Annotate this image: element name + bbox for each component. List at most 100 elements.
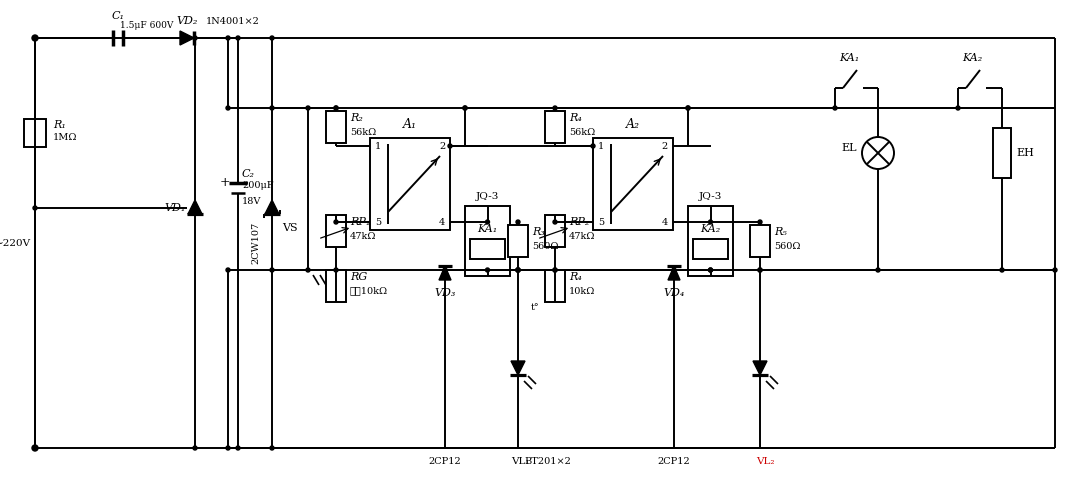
Circle shape <box>226 106 230 110</box>
Polygon shape <box>180 31 194 45</box>
Circle shape <box>485 268 490 272</box>
Circle shape <box>463 106 467 110</box>
Text: VD₃: VD₃ <box>435 288 456 298</box>
Text: 4: 4 <box>662 217 668 227</box>
Text: 1.5μF 600V: 1.5μF 600V <box>121 21 173 30</box>
Text: t°: t° <box>530 304 539 313</box>
Circle shape <box>32 35 38 41</box>
Text: R₃: R₃ <box>532 227 544 237</box>
Text: KA₂: KA₂ <box>700 224 721 234</box>
Text: 光≦10kΩ: 光≦10kΩ <box>350 286 388 295</box>
Circle shape <box>226 36 230 40</box>
Circle shape <box>833 106 837 110</box>
Circle shape <box>334 106 338 110</box>
Bar <box>750 225 770 257</box>
Text: R₁: R₁ <box>53 120 66 130</box>
Bar <box>326 215 346 247</box>
Text: 2CP12: 2CP12 <box>428 456 462 466</box>
Bar <box>370 138 450 230</box>
Text: 18V: 18V <box>242 196 261 206</box>
Circle shape <box>553 106 557 110</box>
Text: 2CW107: 2CW107 <box>252 222 260 264</box>
Bar <box>688 206 733 276</box>
Circle shape <box>236 36 240 40</box>
Circle shape <box>485 220 490 224</box>
Bar <box>693 239 728 259</box>
Text: 560Ω: 560Ω <box>774 241 801 250</box>
Text: 10kΩ: 10kΩ <box>569 286 595 295</box>
Text: R₅: R₅ <box>774 227 787 237</box>
Text: EL: EL <box>841 143 856 153</box>
Text: 4: 4 <box>439 217 445 227</box>
Circle shape <box>516 268 520 272</box>
Circle shape <box>334 220 338 224</box>
Text: 5: 5 <box>598 217 604 227</box>
Circle shape <box>226 446 230 450</box>
Text: RG: RG <box>350 272 367 282</box>
Text: KA₂: KA₂ <box>962 53 982 63</box>
Circle shape <box>226 268 230 272</box>
Circle shape <box>516 268 520 272</box>
Text: 1MΩ: 1MΩ <box>53 132 77 141</box>
Polygon shape <box>668 266 680 280</box>
Bar <box>546 270 565 302</box>
Text: ~220V: ~220V <box>0 239 31 248</box>
Circle shape <box>758 220 762 224</box>
Circle shape <box>758 268 762 272</box>
Text: R₂: R₂ <box>350 113 363 123</box>
Circle shape <box>1053 268 1057 272</box>
Text: 47kΩ: 47kΩ <box>350 231 377 240</box>
Bar <box>326 270 346 302</box>
Text: VL₂: VL₂ <box>755 457 775 467</box>
Circle shape <box>708 268 712 272</box>
Text: RP₂: RP₂ <box>569 217 590 227</box>
Bar <box>24 119 46 147</box>
Text: C₂: C₂ <box>242 169 255 179</box>
Bar <box>593 138 672 230</box>
Text: VD₁: VD₁ <box>165 203 186 213</box>
Text: VD₄: VD₄ <box>663 288 684 298</box>
Text: 2CP12: 2CP12 <box>657 456 691 466</box>
Text: JQ-3: JQ-3 <box>698 192 722 200</box>
Circle shape <box>33 206 37 210</box>
Circle shape <box>448 144 452 148</box>
Text: R₄: R₄ <box>569 272 582 282</box>
Circle shape <box>306 106 310 110</box>
Text: 560Ω: 560Ω <box>532 241 558 250</box>
Bar <box>470 239 505 259</box>
Bar <box>993 128 1011 178</box>
Text: A₂: A₂ <box>626 118 640 130</box>
Circle shape <box>516 220 520 224</box>
Text: +: + <box>220 175 230 188</box>
Text: C₁: C₁ <box>112 11 125 21</box>
Circle shape <box>708 268 712 272</box>
Bar <box>546 111 565 143</box>
Circle shape <box>270 446 274 450</box>
Circle shape <box>443 268 447 272</box>
Circle shape <box>33 36 37 40</box>
Circle shape <box>708 220 712 224</box>
Circle shape <box>686 106 690 110</box>
Circle shape <box>193 446 197 450</box>
Circle shape <box>1000 268 1004 272</box>
Text: A₁: A₁ <box>404 118 417 130</box>
Circle shape <box>270 106 274 110</box>
Text: R₄: R₄ <box>569 113 582 123</box>
Text: VL₁: VL₁ <box>511 457 529 467</box>
Text: 1N4001×2: 1N4001×2 <box>206 17 260 25</box>
Circle shape <box>32 445 38 451</box>
Circle shape <box>672 268 676 272</box>
Text: BT201×2: BT201×2 <box>525 457 571 467</box>
Text: 1: 1 <box>598 141 604 151</box>
Circle shape <box>236 446 240 450</box>
Text: 2: 2 <box>662 141 668 151</box>
Text: 56kΩ: 56kΩ <box>350 128 377 137</box>
Bar <box>326 111 346 143</box>
Polygon shape <box>188 200 202 214</box>
Text: KA₁: KA₁ <box>478 224 497 234</box>
Text: 47kΩ: 47kΩ <box>569 231 595 240</box>
Circle shape <box>334 268 338 272</box>
Polygon shape <box>265 200 279 214</box>
Circle shape <box>876 268 880 272</box>
Circle shape <box>334 106 338 110</box>
